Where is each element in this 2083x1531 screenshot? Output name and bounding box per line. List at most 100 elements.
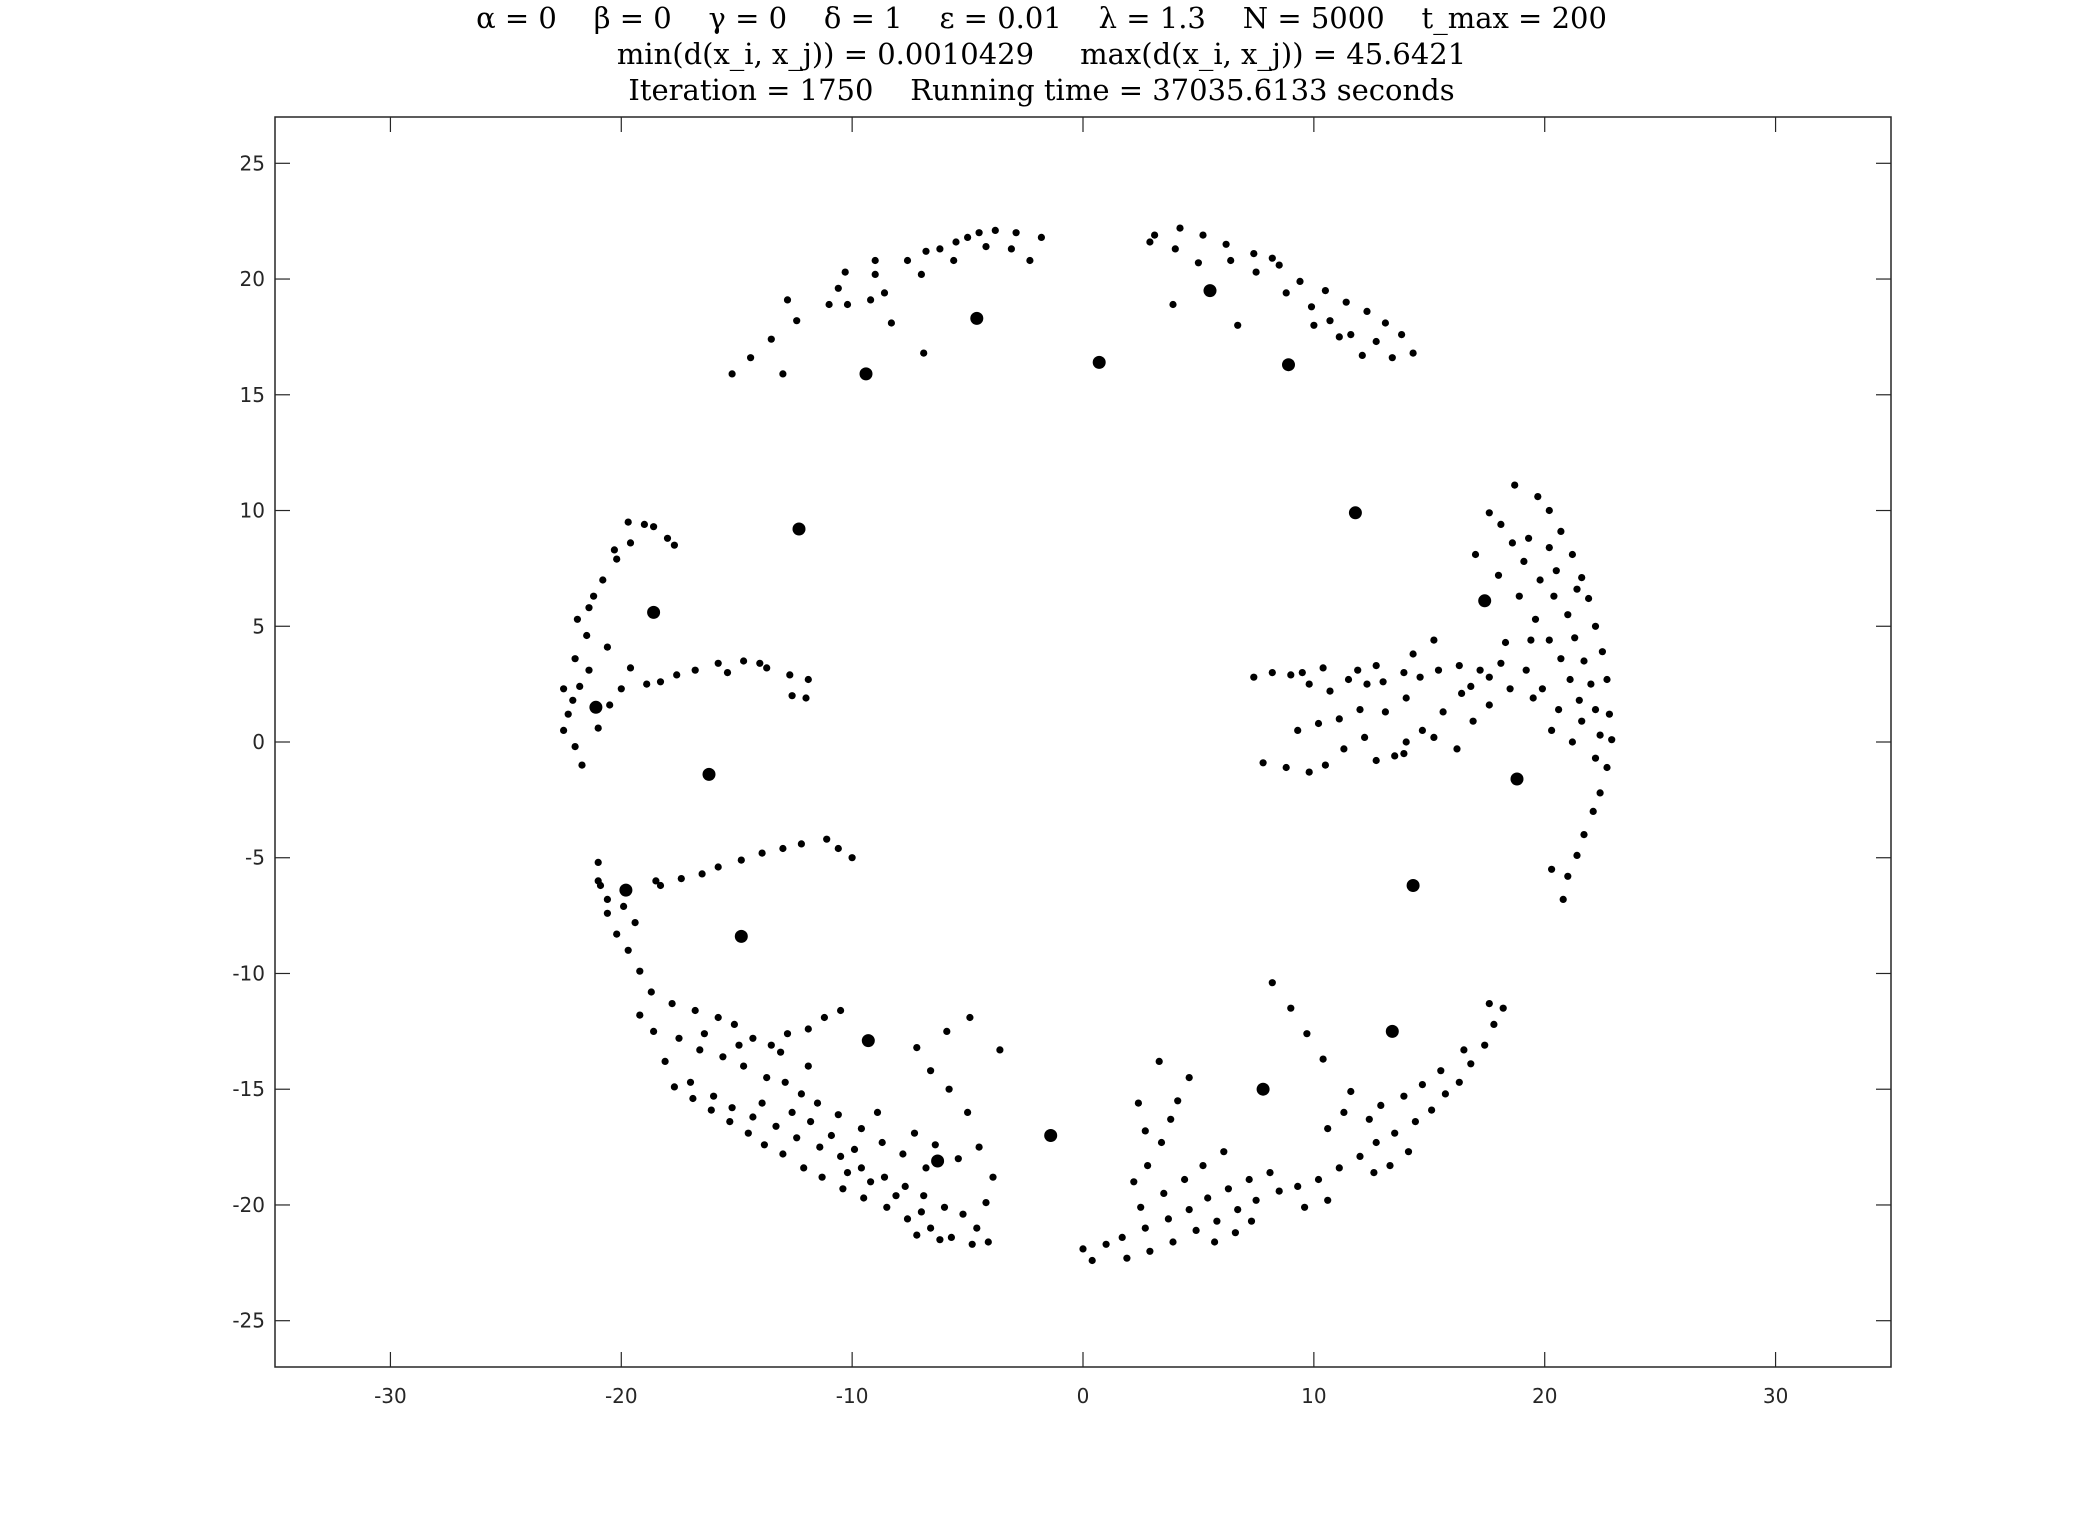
data-point [1365, 1115, 1373, 1123]
data-point [763, 664, 771, 672]
large-data-point [1385, 1024, 1399, 1038]
data-point [802, 694, 810, 702]
data-point [1199, 1162, 1207, 1170]
data-point [1342, 298, 1350, 306]
data-point [818, 1173, 826, 1181]
data-point [880, 1173, 889, 1181]
data-point [603, 895, 612, 904]
data-point [1326, 317, 1334, 325]
data-point [1411, 1118, 1419, 1126]
data-point [1326, 687, 1334, 695]
data-point [1439, 708, 1447, 716]
data-point [1538, 685, 1546, 693]
data-point [719, 1053, 727, 1061]
data-point [1575, 696, 1583, 704]
data-point [922, 247, 930, 255]
data-point [606, 701, 614, 709]
data-point [686, 1078, 695, 1086]
data-point [1176, 224, 1184, 232]
data-point [613, 930, 621, 938]
data-point [1525, 534, 1533, 542]
data-point [1130, 1178, 1138, 1186]
data-point [1545, 544, 1553, 552]
data-point [650, 1027, 658, 1035]
data-point [670, 1083, 679, 1091]
data-point [599, 576, 607, 584]
data-point [1287, 671, 1295, 679]
data-point [670, 541, 679, 549]
data-point [643, 680, 651, 688]
data-point [910, 1129, 919, 1137]
data-point [744, 1129, 752, 1137]
data-point [1598, 648, 1606, 656]
data-point [804, 1062, 812, 1070]
data-point [892, 1192, 900, 1200]
data-point [1578, 574, 1586, 582]
data-point [788, 692, 796, 700]
data-point [1220, 1148, 1228, 1156]
data-point [636, 1011, 644, 1019]
data-point [700, 1030, 709, 1038]
data-point [783, 1030, 792, 1038]
data-point [636, 967, 644, 975]
data-point [763, 1074, 771, 1082]
data-point [952, 238, 960, 246]
data-point [1402, 694, 1410, 702]
data-point [1296, 277, 1304, 285]
data-point [1192, 1226, 1200, 1234]
data-point [624, 518, 632, 526]
data-point [1467, 1060, 1475, 1068]
data-point [1252, 1196, 1260, 1204]
data-point [1400, 750, 1408, 758]
data-point [1160, 1189, 1168, 1197]
data-point [760, 1141, 769, 1149]
data-point [1522, 666, 1530, 674]
data-point [1250, 250, 1258, 258]
data-point [1501, 638, 1510, 647]
y-tick-label: -5 [245, 846, 265, 870]
data-point [1476, 666, 1484, 674]
data-point [1155, 1057, 1163, 1065]
data-point [887, 319, 896, 327]
data-point [1347, 1087, 1355, 1096]
data-point [1372, 756, 1380, 765]
data-point [576, 682, 584, 691]
data-point [837, 1152, 845, 1160]
data-point [571, 655, 579, 663]
data-point [1259, 759, 1267, 767]
data-point [1391, 752, 1399, 760]
data-point [767, 335, 775, 343]
data-point [1370, 1169, 1378, 1177]
data-point [1596, 789, 1604, 797]
data-point [1234, 321, 1242, 329]
data-point [1321, 761, 1329, 769]
large-data-point [859, 367, 873, 381]
data-point [1545, 506, 1553, 515]
data-point [984, 1238, 992, 1246]
data-point [1531, 615, 1540, 623]
data-point [560, 685, 568, 693]
data-point [1275, 261, 1283, 269]
data-point [723, 669, 732, 677]
data-point [594, 858, 602, 867]
data-point [578, 761, 586, 769]
data-point [1455, 1078, 1463, 1086]
data-point [571, 743, 579, 751]
data-point [903, 1215, 912, 1223]
data-point [675, 1034, 683, 1042]
data-point [1319, 664, 1327, 672]
data-point [652, 877, 660, 885]
data-point [777, 1048, 785, 1056]
data-point [867, 296, 875, 304]
data-point [945, 1085, 953, 1093]
data-point [1596, 731, 1604, 739]
data-point [991, 226, 999, 234]
data-point [973, 1224, 981, 1232]
data-point [927, 1067, 935, 1075]
data-points [560, 224, 1616, 1265]
data-point [689, 1094, 697, 1103]
data-point [1409, 650, 1417, 658]
data-point [788, 1108, 796, 1116]
data-point [797, 1090, 806, 1098]
data-point [1102, 1240, 1110, 1248]
